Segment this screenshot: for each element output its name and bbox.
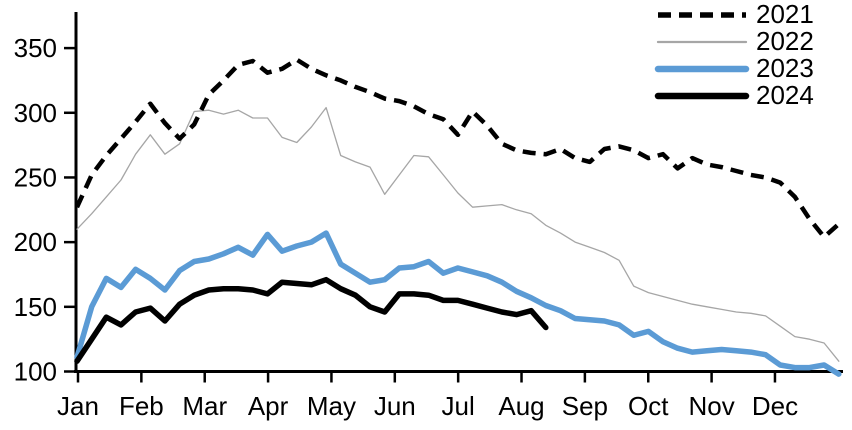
legend-label: 2024: [756, 80, 814, 110]
x-tick-label: Sep: [562, 391, 608, 421]
y-tick-label: 150: [14, 292, 57, 322]
series-2024-line: [74, 276, 549, 364]
legend-item-2021: 2021: [654, 1, 814, 28]
x-tick-label: Dec: [752, 391, 798, 421]
x-tick-label: Oct: [628, 391, 669, 421]
x-tick-label: Jun: [374, 391, 416, 421]
legend-label: 2022: [756, 26, 814, 56]
series-2021-line: [74, 57, 841, 240]
legend-swatch-black-line: [654, 92, 750, 99]
x-tick-label: Jul: [442, 391, 475, 421]
x-tick-label: Aug: [498, 391, 544, 421]
y-tick-label: 250: [14, 162, 57, 192]
x-tick-label: Apr: [248, 391, 289, 421]
x-tick-label: Jan: [57, 391, 99, 421]
series-2022-line: [76, 106, 840, 362]
x-tick-label: Nov: [688, 391, 734, 421]
y-tick-label: 350: [14, 33, 57, 63]
y-tick-label: 200: [14, 227, 57, 257]
y-tick-label: 300: [14, 98, 57, 128]
legend-swatch-dashed-line: [658, 11, 746, 18]
x-tick-label: May: [307, 391, 356, 421]
legend-label: 2023: [756, 53, 814, 83]
legend-swatch-thin-gray-line: [656, 40, 748, 43]
y-tick-label: 100: [14, 357, 57, 387]
legend-item-2023: 2023: [654, 55, 814, 82]
x-tick-label: Feb: [119, 391, 164, 421]
legend-swatch-blue-line: [654, 65, 750, 72]
x-tick-label: Mar: [182, 391, 227, 421]
legend-item-2024: 2024: [654, 82, 814, 109]
legend-item-2022: 2022: [654, 28, 814, 55]
series-2023-line: [74, 230, 842, 377]
legend-label: 2021: [756, 0, 814, 29]
legend: 2021 2022 2023 2024: [654, 1, 814, 109]
